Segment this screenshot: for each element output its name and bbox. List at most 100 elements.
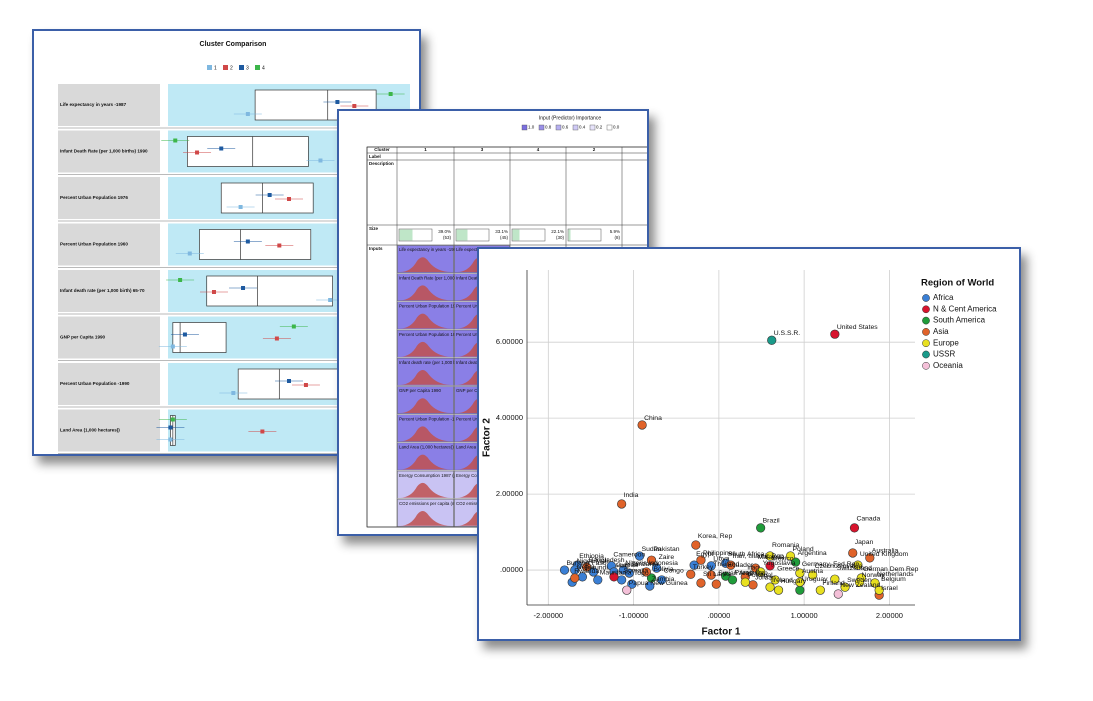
- legend-swatch: [922, 350, 930, 359]
- legend-label: 0.6: [562, 125, 569, 130]
- data-point: [637, 420, 647, 430]
- data-point: [767, 335, 777, 345]
- data-point: [870, 578, 880, 588]
- input-label: Percent Urban Population 1976: [399, 304, 461, 309]
- data-point: [756, 523, 766, 533]
- point-label: Romania: [772, 542, 799, 549]
- legend-swatch: [589, 124, 596, 131]
- size-count: (30): [556, 235, 565, 240]
- legend-swatch: [922, 361, 930, 370]
- point-label: New Zealand: [840, 582, 880, 589]
- row-label-bg: [58, 84, 160, 126]
- size-bar: [568, 229, 571, 241]
- data-point: [711, 579, 721, 589]
- data-point: [696, 555, 706, 565]
- row-header: Inputs: [369, 246, 383, 251]
- point-label: Turkey: [693, 564, 714, 571]
- data-point: [634, 551, 645, 561]
- data-point: [815, 585, 825, 595]
- legend-label: N & Cent America: [933, 304, 997, 313]
- legend-label: Oceania: [933, 361, 963, 370]
- point-label: Nigeria: [625, 560, 647, 567]
- point-label: Zambia: [652, 576, 675, 583]
- point-label: Poland: [792, 546, 813, 553]
- data-point: [686, 569, 696, 579]
- point-label: U.S.S.R.: [774, 330, 801, 337]
- data-point: [726, 560, 736, 570]
- table-title: Input (Predictor) Importance: [539, 115, 601, 121]
- box: [172, 322, 227, 353]
- legend-swatch: [255, 65, 260, 70]
- y-axis-title: Factor 2: [482, 418, 493, 457]
- data-point: [849, 523, 860, 533]
- point-label: Japan: [855, 539, 874, 546]
- point-label: Canada: [856, 516, 880, 523]
- data-point: [689, 560, 699, 570]
- x-tick-label: .00000: [707, 611, 730, 620]
- point-label: South Africa: [728, 551, 765, 558]
- cluster-point: [195, 150, 200, 155]
- point-label: Netherlands: [877, 571, 914, 578]
- point-label: Syrian Arab Rep: [718, 570, 768, 577]
- distribution-shape: [400, 313, 451, 329]
- legend-label: 1.0: [528, 125, 535, 130]
- data-point: [559, 565, 570, 575]
- data-point: [854, 577, 865, 587]
- point-label: Congo: [664, 568, 684, 575]
- point-label: Belgium: [881, 576, 906, 583]
- data-point: [795, 577, 805, 587]
- size-percent: 39.0%: [438, 229, 451, 234]
- input-label: Percent Urban Population -1990: [399, 416, 462, 421]
- row-label-bg: [58, 177, 160, 219]
- legend-label: Europe: [933, 338, 959, 347]
- size-bar: [456, 229, 468, 241]
- legend-swatch: [922, 305, 930, 314]
- point-label: Mali: [596, 558, 609, 565]
- point-label: Yugoslavia: [763, 560, 796, 567]
- x-axis-title: Factor 1: [702, 627, 741, 638]
- cluster-point: [168, 437, 173, 442]
- chart-title: Cluster Comparison: [200, 41, 267, 48]
- point-label: Niger: [577, 558, 594, 565]
- legend-swatch: [922, 339, 930, 348]
- x-tick-label: 1.00000: [791, 611, 818, 620]
- point-label: Togo: [634, 570, 649, 577]
- row-label: Land Area (1,000 hectares)): [60, 428, 120, 433]
- point-label: Mexico: [772, 556, 794, 563]
- point-label: Philippines: [703, 550, 736, 557]
- legend-swatch: [223, 65, 228, 70]
- point-label: Finland: [822, 580, 845, 587]
- row-header: Description: [369, 161, 394, 166]
- size-count: (45): [500, 235, 509, 240]
- data-point: [756, 567, 766, 577]
- point-label: Switzerland: [837, 565, 872, 572]
- point-label: Indonesia: [648, 560, 678, 567]
- size-percent: 5.9%: [610, 229, 620, 234]
- size-percent: 33.1%: [495, 229, 508, 234]
- point-label: Greece: [777, 566, 800, 573]
- legend-swatch: [521, 124, 528, 131]
- legend-label: Africa: [933, 293, 954, 302]
- cluster-point: [238, 205, 243, 209]
- point-label: Austria: [802, 568, 823, 575]
- box: [199, 229, 312, 260]
- data-point: [646, 573, 657, 583]
- data-point: [795, 568, 805, 578]
- point-label: Mauritania: [600, 570, 632, 577]
- point-label: Paraguay: [735, 570, 765, 577]
- point-label: Jordan: [755, 575, 776, 582]
- row-label-bg: [58, 363, 160, 405]
- data-point: [773, 585, 784, 595]
- input-label: Land Area (1,000 hectares)): [399, 445, 454, 450]
- size-bar: [399, 229, 413, 241]
- size-percent: 22.1%: [551, 229, 564, 234]
- cluster-point: [182, 332, 187, 337]
- point-label: Australia: [872, 548, 899, 555]
- legend-label: 1: [214, 65, 217, 71]
- point-label: United States: [837, 324, 878, 331]
- size-count: (8): [615, 235, 621, 240]
- legend-swatch: [922, 328, 930, 336]
- legend-title: Region of World: [921, 278, 994, 289]
- data-point: [609, 572, 619, 582]
